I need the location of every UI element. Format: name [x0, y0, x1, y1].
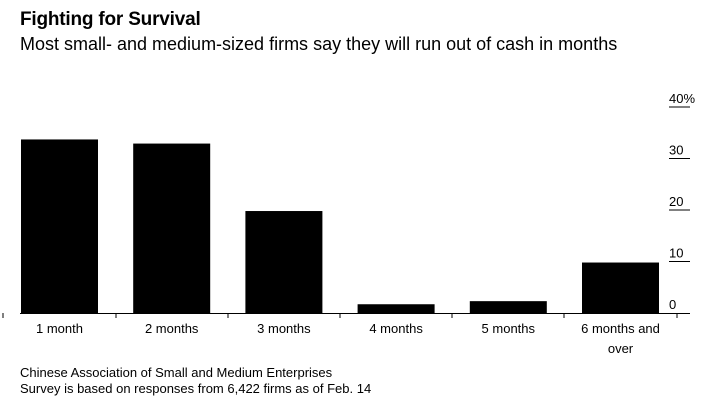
x-tick-label-line: 5 months — [482, 321, 536, 336]
x-tick-label-line: 3 months — [257, 321, 311, 336]
y-tick-label: 10 — [669, 246, 683, 261]
x-tick-label: 4 months — [369, 321, 423, 336]
chart-footer: Chinese Association of Small and Medium … — [20, 365, 371, 397]
x-tick-label: 2 months — [145, 321, 199, 336]
source-note: Chinese Association of Small and Medium … — [20, 365, 333, 380]
x-tick-label: 5 months — [482, 321, 536, 336]
bar-chart: 0 10 20 30 40% 1 month 2 months 3 months 4 month… — [2, 91, 695, 356]
x-tick-label-line: 2 months — [145, 321, 199, 336]
x-tick-label: 1 month — [36, 321, 83, 336]
bar-2-months — [133, 143, 211, 313]
bar-6-months-and-over — [582, 262, 659, 313]
y-tick-label: 0 — [669, 297, 676, 312]
y-tick-label: 20 — [669, 194, 683, 209]
y-tick-label: 30 — [669, 143, 683, 158]
bar-5-months — [469, 301, 547, 313]
x-tick-label-line: 4 months — [369, 321, 423, 336]
x-tick-label-line: 6 months and — [581, 321, 660, 336]
x-tick-label: 3 months — [257, 321, 311, 336]
x-tick-label-line: over — [608, 341, 634, 356]
chart-subtitle: Most small- and medium-sized firms say t… — [20, 34, 618, 54]
y-tick-label: 40% — [669, 91, 695, 106]
bar-1-month — [21, 139, 98, 313]
bar-3-months — [245, 211, 323, 313]
survey-note: Survey is based on responses from 6,422 … — [20, 381, 372, 396]
x-tick-label: 6 months and over — [581, 321, 660, 356]
x-tick-label-line: 1 month — [36, 321, 83, 336]
bar-4-months — [357, 304, 435, 313]
chart-title: Fighting for Survival — [20, 9, 201, 30]
